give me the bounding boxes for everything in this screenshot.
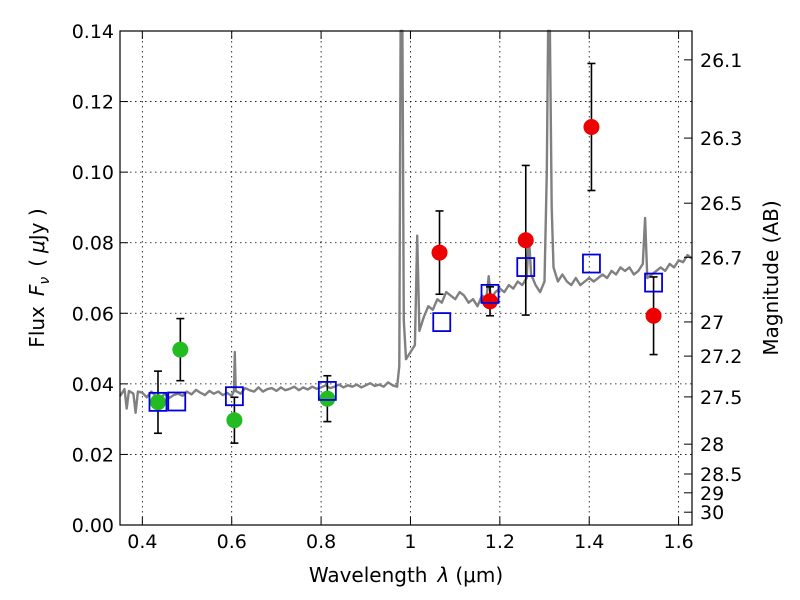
y-axis-label-unit-open: ( [25,259,49,267]
plot-frame [119,30,693,526]
y-tick-label: 0.14 [72,21,114,43]
y-axis-label-text: Flux [25,306,49,348]
red-points-marker [583,118,600,135]
red-points-marker [517,232,534,249]
magnitude-tick-label: 28 [700,434,724,456]
blue-squares-marker [167,391,187,412]
blue-squares-marker [516,257,536,277]
blue-squares-marker [644,272,663,293]
blue-squares-marker [582,253,601,274]
y-axis-label: Flux Fν ( μJy ) [25,208,53,347]
green-points-marker [319,390,336,407]
x-axis-label-text: Wavelength [309,563,428,587]
x-tick-label: 1.4 [574,531,604,553]
y-tick-label: 0.00 [72,515,114,537]
magnitude-tick-label: 26.3 [700,128,742,150]
y-tick-label: 0.02 [72,444,114,466]
blue-squares-marker [317,381,337,401]
x-tick-label: 0.8 [306,531,336,553]
x-tick-label: 0.6 [217,531,247,553]
red-points-marker [482,293,499,310]
magnitude-tick-label: 27.5 [700,387,742,409]
y-tick-label: 0.12 [72,92,114,114]
spectrum-layer [118,29,693,414]
x-tick-label: 1.2 [485,531,515,553]
tick-layer: 0.4 0.6 0.8 1 1.2 1.4 1.6 0.00 0.02 0.04 0.06 0.08 0… [72,21,743,553]
magnitude-tick-label: 26.5 [700,193,742,215]
y-axis-label-subscript: ν [37,277,53,285]
blue-squares-marker [224,386,244,407]
magnitude-axis-label: Magnitude (AB) [759,200,783,355]
spectrum-line [118,29,693,414]
marker-layer [148,118,663,429]
magnitude-tick-label: 26.1 [700,50,742,72]
magnitude-tick-label: 26.7 [700,247,742,269]
blue-squares-marker [480,283,500,304]
y-tick-label: 0.06 [72,303,114,325]
y-axis-label-symbol: F [25,284,49,296]
blue-squares-marker [432,312,452,333]
x-axis-label: Wavelength λ (μm) [309,563,503,587]
red-points-marker [645,307,662,324]
y-axis-label-unit-mu: μ [25,240,49,254]
blue-squares-marker [148,391,168,412]
x-tick-label: 1 [404,531,416,553]
y-tick-label: 0.08 [72,233,114,255]
red-points-marker [431,244,448,261]
x-tick-label: 1.6 [663,531,693,553]
green-points-marker [172,341,189,358]
magnitude-tick-label: 27 [700,312,724,334]
green-points-marker [226,412,243,429]
green-points-marker [149,394,166,411]
magnitude-tick-label: 30 [700,502,724,524]
x-axis-label-symbol: λ [437,563,450,587]
x-axis-label-unit: (μm) [455,563,503,587]
errorbar-layer [153,62,658,444]
magnitude-tick-label: 27.2 [700,346,742,368]
magnitude-tick-label: 28.5 [700,464,742,486]
y-axis-label-unit-rest: Jy ) [25,208,49,242]
y-tick-label: 0.10 [72,162,114,184]
x-tick-label: 0.4 [127,531,157,553]
y-tick-label: 0.04 [72,374,114,396]
magnitude-tick-label: 29 [700,483,724,505]
